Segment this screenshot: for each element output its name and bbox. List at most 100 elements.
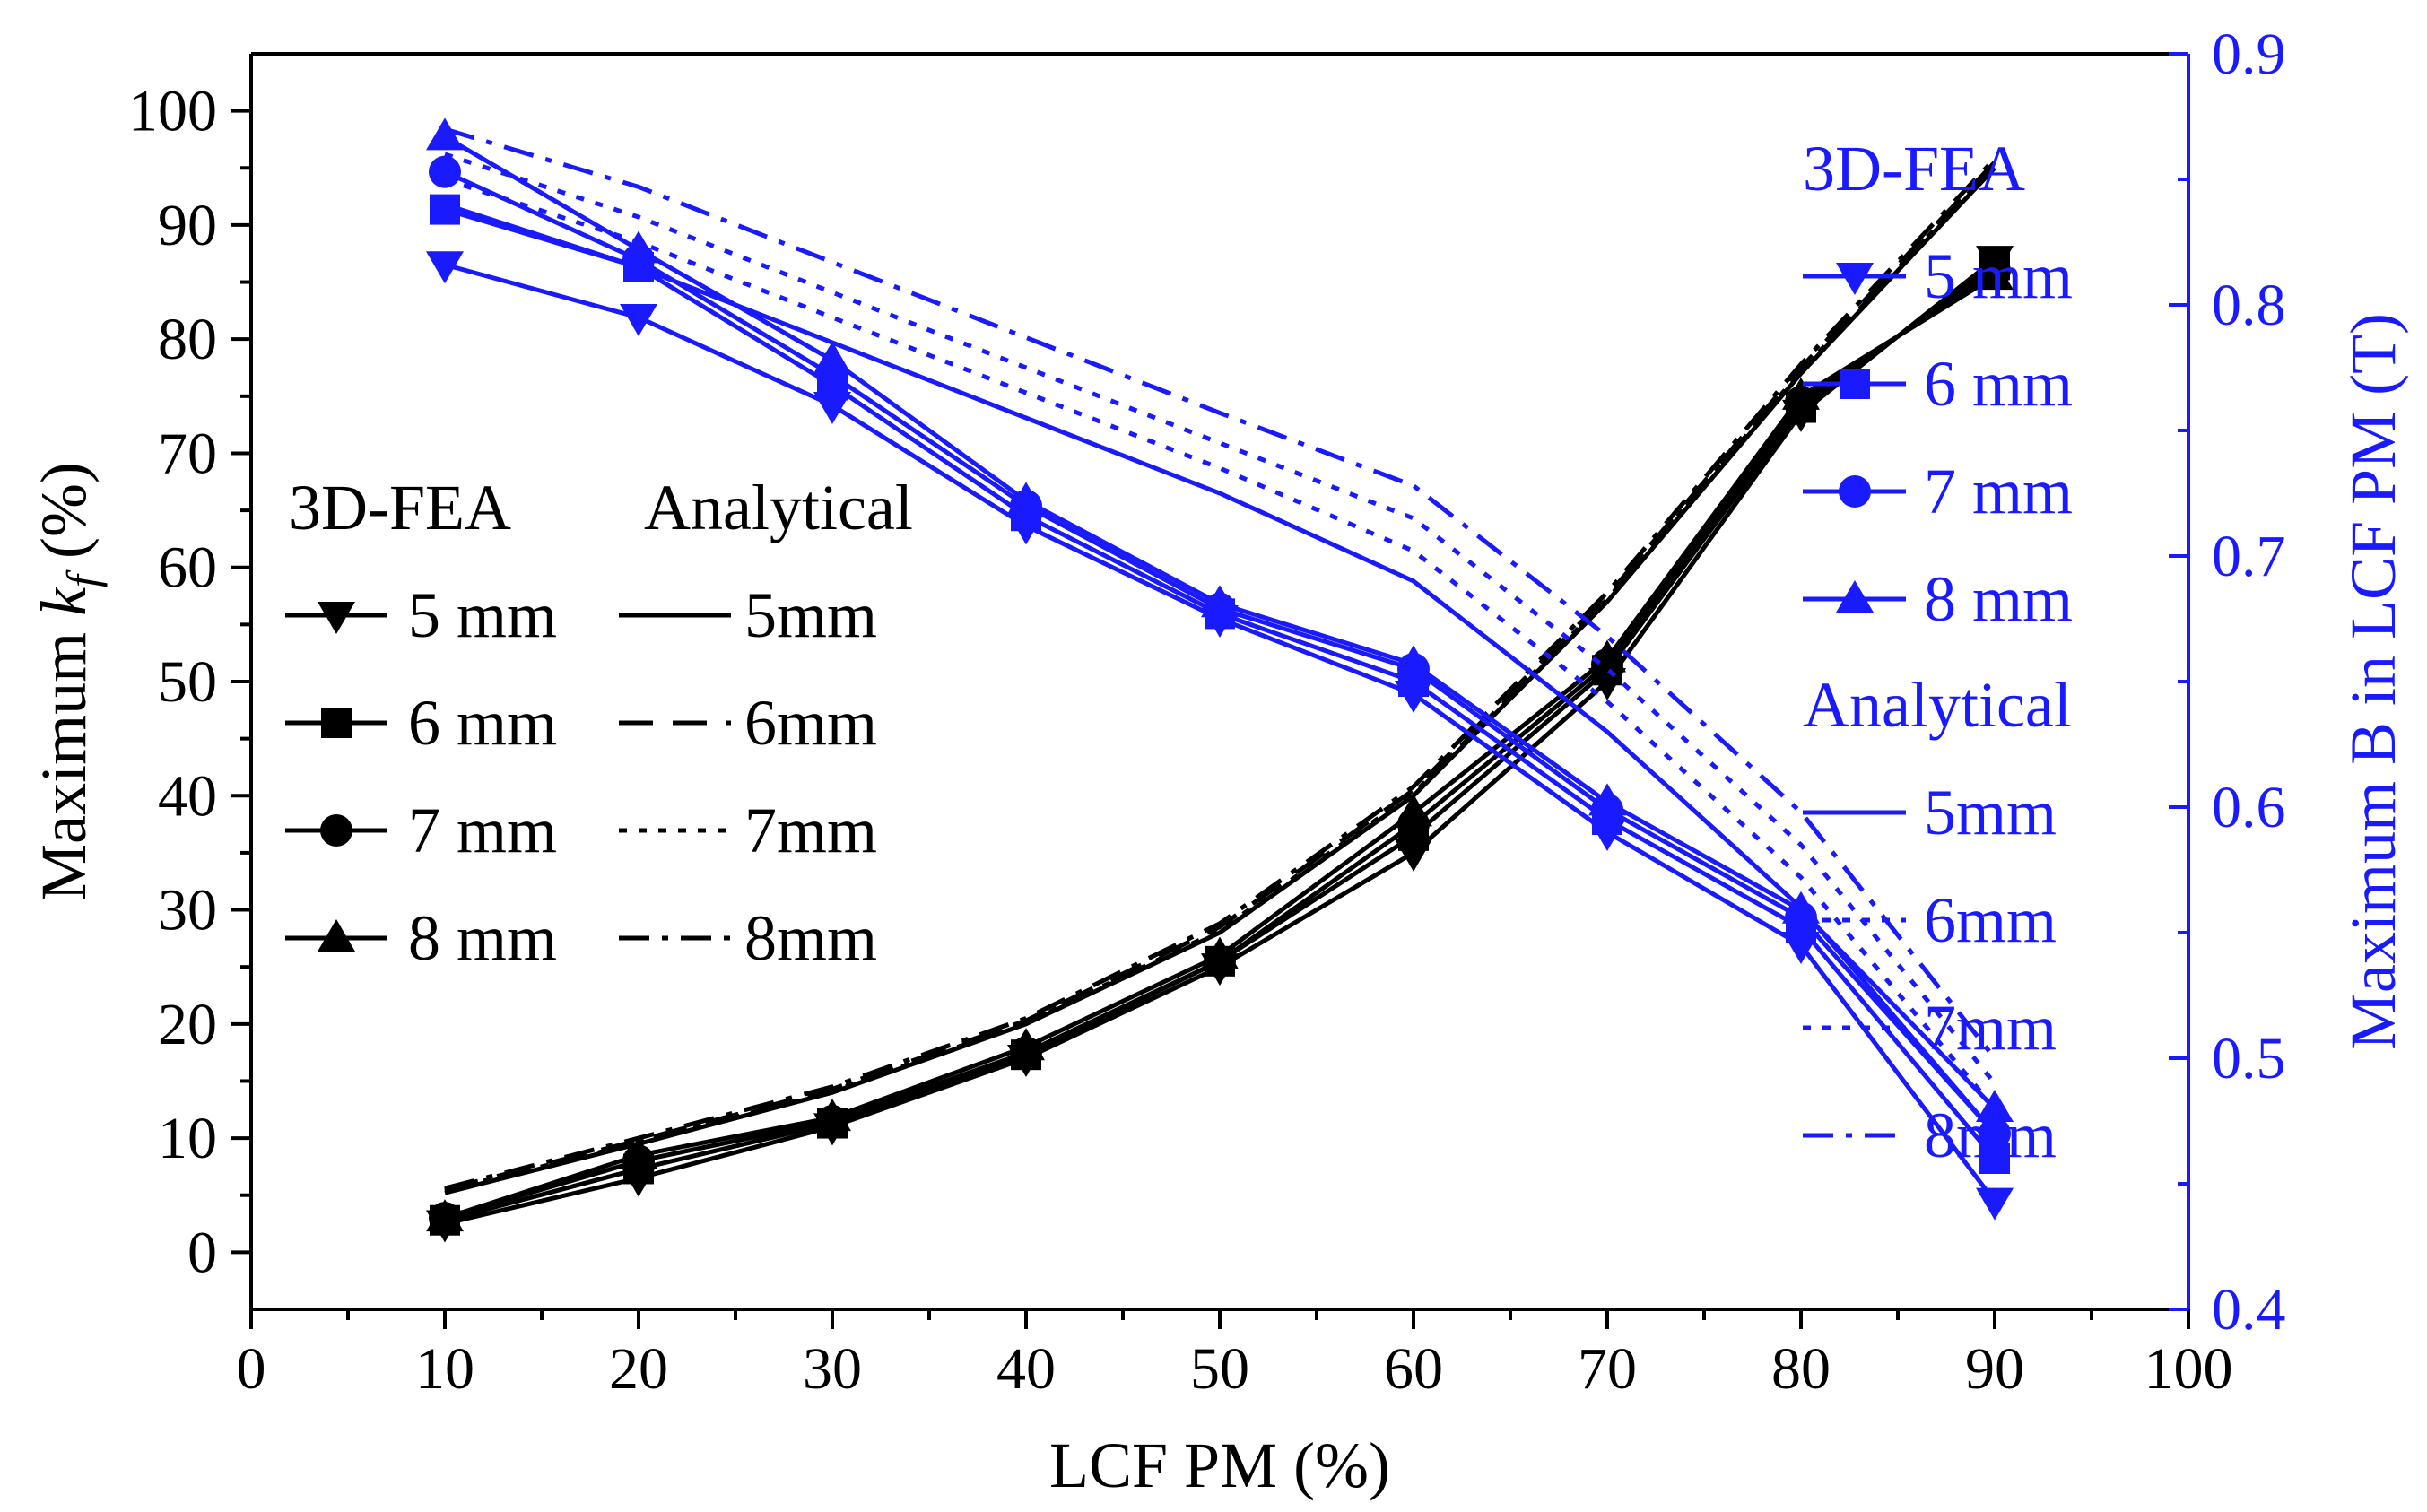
- legend-right-analytical-label-8mm: 8mm: [1924, 1099, 2057, 1171]
- legend-right-fea-marker-5mm: [1836, 263, 1874, 295]
- left-y-tick-label: 60: [158, 535, 217, 601]
- legend-left-analytical-header: Analytical: [644, 472, 913, 543]
- legend-left-analytical-label-5mm: 5mm: [744, 579, 877, 651]
- legend-left-fea-marker-7mm: [320, 814, 352, 847]
- kf-analytical-line-8mm: [444, 157, 1996, 1191]
- left-y-tick-label: 40: [158, 763, 217, 829]
- legend-left-fea-label-5mm: 5 mm: [408, 579, 557, 651]
- kf-fea-point-8mm: [620, 1136, 657, 1169]
- x-tick-label: 0: [237, 1336, 266, 1402]
- x-tick-label: 20: [609, 1336, 668, 1402]
- kf-fea-point-8mm: [426, 1199, 464, 1232]
- x-tick-label: 30: [803, 1336, 862, 1402]
- legend-left-fea-header: 3D-FEA: [289, 472, 511, 543]
- left-y-tick-label: 70: [158, 421, 217, 486]
- legend-right-fea-label-8mm: 8 mm: [1924, 563, 2073, 635]
- legend-right-analytical-label-6mm: 6mm: [1924, 884, 2057, 956]
- x-axis-title: LCF PM (%): [1049, 1429, 1390, 1501]
- legend-left-analytical-label-7mm: 7mm: [744, 795, 877, 866]
- b-fea-point-8mm: [1007, 482, 1045, 515]
- b-fea-point-8mm: [1201, 585, 1239, 618]
- b-fea-point-5mm: [426, 251, 464, 284]
- legend-left-fea-label-6mm: 6 mm: [408, 687, 557, 759]
- b-fea-point-7mm: [429, 155, 461, 188]
- legend-left-fea-marker-8mm: [318, 919, 355, 952]
- left-y-tick-label: 20: [158, 992, 217, 1057]
- legend-left-items: [285, 602, 731, 952]
- legend-right-fea-marker-7mm: [1839, 475, 1871, 508]
- right-y-tick-label: 0.8: [2212, 273, 2286, 338]
- legend-right-analytical-label-5mm: 5mm: [1924, 777, 2057, 848]
- right-y-tick-label: 0.5: [2212, 1026, 2286, 1091]
- kf-fea-point-8mm: [813, 1099, 851, 1132]
- kf-fea-point-8mm: [1976, 257, 2014, 291]
- legend-right-fea-marker-6mm: [1840, 369, 1870, 399]
- b-fea-point-5mm: [620, 304, 657, 336]
- left-y-tick-label: 50: [158, 649, 217, 715]
- right-y-tick-label: 0.4: [2212, 1277, 2286, 1343]
- x-tick-label: 40: [996, 1336, 1056, 1402]
- right-y-tick-label: 0.6: [2212, 775, 2286, 840]
- kf-fea-point-8mm: [1201, 936, 1239, 969]
- b-fea-point-6mm: [430, 194, 460, 225]
- b-fea-series: [426, 117, 2014, 1221]
- legend-left-analytical-label-8mm: 8mm: [744, 902, 877, 974]
- left-y-tick-label: 0: [187, 1220, 217, 1285]
- b-fea-point-8mm: [1976, 1090, 2014, 1122]
- x-tick-label: 60: [1384, 1336, 1443, 1402]
- left-y-title-suffix: (%): [28, 462, 100, 575]
- legend-right-fea-label-6mm: 6 mm: [1924, 348, 2073, 420]
- legend-right-fea-label-5mm: 5 mm: [1924, 240, 2073, 312]
- kf-analytical-series: [444, 157, 1996, 1195]
- legend-right-analytical-label-7mm: 7mm: [1924, 992, 2057, 1064]
- b-fea-point-8mm: [813, 341, 851, 374]
- right-y-tick-label: 0.9: [2212, 22, 2286, 87]
- x-tick-label: 80: [1771, 1336, 1831, 1402]
- x-tick-label: 100: [2144, 1336, 2233, 1402]
- right-y-axis-title: Maximum B in LCF PM (T): [2337, 313, 2409, 1050]
- b-fea-point-5mm: [1976, 1187, 2014, 1221]
- legend-left-analytical-label-6mm: 6mm: [744, 687, 877, 759]
- left-y-tick-label: 90: [158, 193, 217, 258]
- b-fea-point-8mm: [1782, 891, 1820, 924]
- left-y-axis-title: Maximum kf (%): [28, 462, 108, 901]
- kf-fea-point-8mm: [1782, 377, 1820, 410]
- left-y-tick-label: 80: [158, 307, 217, 372]
- legend-left-fea-marker-6mm: [321, 708, 352, 738]
- x-tick-label: 70: [1578, 1336, 1637, 1402]
- left-y-tick-label: 10: [158, 1106, 217, 1171]
- legend-left: 3D-FEA Analytical 5 mm 6 mm 7 mm 8 mm 5m…: [285, 472, 913, 974]
- b-analytical-line-8mm: [444, 126, 1996, 1060]
- legend-right: 3D-FEA 5 mm 6 mm 7 mm 8 mm Analytical 5m…: [1803, 133, 2073, 1171]
- kf-fea-point-8mm: [1395, 794, 1432, 827]
- legend-left-fea-marker-5mm: [318, 602, 355, 634]
- x-tick-label: 90: [1965, 1336, 2024, 1402]
- right-y-tick-label: 0.7: [2212, 524, 2286, 589]
- legend-right-analytical-header: Analytical: [1803, 669, 2072, 741]
- axis-ticks: 0 10 20 30 40 50 60 70 80 90 100 0 10 20 30 40 50 60 70 80 9…: [128, 22, 2286, 1402]
- b-fea-point-8mm: [1395, 645, 1432, 678]
- kf-fea-series: [426, 246, 2014, 1243]
- b-analytical-line-5mm: [444, 202, 1996, 1135]
- left-y-tick-label: 30: [158, 878, 217, 943]
- kf-analytical-line-5mm: [444, 166, 1996, 1195]
- legend-right-fea-label-7mm: 7 mm: [1924, 456, 2073, 527]
- kf-fea-point-8mm: [1007, 1028, 1045, 1061]
- legend-right-fea-marker-8mm: [1836, 580, 1874, 613]
- left-y-title-symbol: k: [28, 586, 100, 616]
- left-y-tick-label: 100: [128, 79, 217, 144]
- x-tick-label: 10: [415, 1336, 474, 1402]
- b-analytical-series: [444, 126, 1996, 1135]
- legend-right-fea-header: 3D-FEA: [1803, 133, 2025, 204]
- legend-right-items: [1803, 263, 1906, 1138]
- b-fea-point-8mm: [426, 117, 464, 151]
- x-tick-label: 50: [1190, 1336, 1249, 1402]
- b-fea-point-8mm: [1588, 783, 1626, 816]
- legend-left-fea-label-8mm: 8 mm: [408, 902, 557, 974]
- left-y-title-prefix: Maximum: [28, 616, 100, 901]
- b-fea-point-8mm: [620, 230, 657, 264]
- b-fea-point-7mm: [1979, 1117, 2011, 1150]
- legend-left-fea-label-7mm: 7 mm: [408, 795, 557, 866]
